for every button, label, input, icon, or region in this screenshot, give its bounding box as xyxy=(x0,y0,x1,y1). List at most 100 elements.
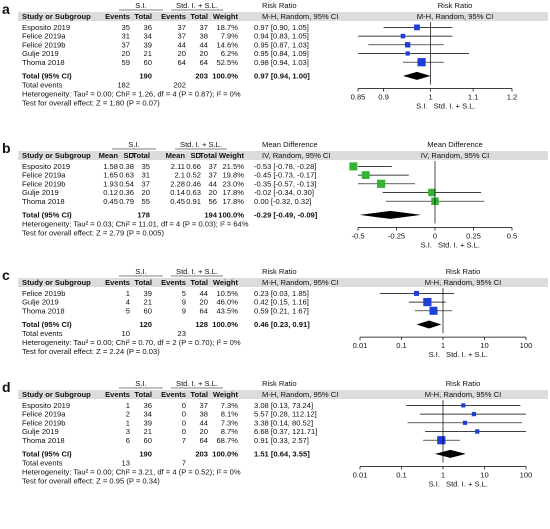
study-weight: 14.6% xyxy=(216,40,238,49)
study-cell: 64 xyxy=(200,306,208,315)
column-header: Total xyxy=(199,151,217,160)
measure-header: M-H, Random, 95% CI xyxy=(262,390,338,399)
study-cell: 9 xyxy=(182,306,186,315)
study-cell: 35 xyxy=(142,162,150,171)
study-cell: 0.63 xyxy=(119,171,134,180)
point-estimate-marker xyxy=(461,403,466,408)
column-header: Study or Subgroup xyxy=(22,151,91,160)
point-estimate-marker xyxy=(437,436,446,445)
study-weight: 46.0% xyxy=(216,298,238,307)
study-cell: 64 xyxy=(178,58,186,67)
point-estimate-marker xyxy=(414,24,420,31)
study-cell: 20 xyxy=(200,298,208,307)
study-cell: 37 xyxy=(178,32,186,41)
study-cell: 44 xyxy=(200,40,208,49)
group-header: Std. I. + S.L. xyxy=(176,267,218,276)
column-header: Weight xyxy=(213,390,239,399)
study-cell: 31 xyxy=(142,171,150,180)
study-name: Thoma 2018 xyxy=(22,436,65,445)
overall-effect-text: Test for overall effect: Z = 0.95 (P = 0… xyxy=(22,477,160,486)
study-name: Esposito 2019 xyxy=(22,23,70,32)
panel-letter-b: b xyxy=(2,140,11,156)
study-cell: 37 xyxy=(142,179,150,188)
study-ci: 0.98 [0.94, 1.03] xyxy=(254,58,309,67)
study-cell: 20 xyxy=(200,49,208,58)
favours-left-label: S.I. xyxy=(429,350,440,359)
study-ci: 0.00 [-0.32, 0.32] xyxy=(254,197,311,206)
study-ci: -0.53 [-0.78, -0.28] xyxy=(254,162,316,171)
study-cell: 44 xyxy=(209,179,217,188)
study-weight: 8.7% xyxy=(221,427,239,436)
column-header: Events xyxy=(105,12,130,21)
study-cell: 1 xyxy=(126,418,130,427)
favours-left-label: S.I. xyxy=(421,241,432,250)
study-cell: 1.65 xyxy=(103,171,118,180)
study-cell: 21 xyxy=(144,427,152,436)
study-weight: 68.7% xyxy=(216,436,238,445)
overall-effect-text: Test for overall effect: Z = 2.24 (P = 0… xyxy=(22,347,160,356)
study-cell: 44 xyxy=(200,418,208,427)
x-tick-label: 0.01 xyxy=(353,341,368,350)
column-header: Study or Subgroup xyxy=(22,390,91,399)
x-tick-label: 0.85 xyxy=(351,93,366,102)
column-header: Study or Subgroup xyxy=(22,12,91,21)
study-cell: 44 xyxy=(178,40,186,49)
column-header: Weight xyxy=(219,151,245,160)
study-cell: 64 xyxy=(200,436,208,445)
study-cell: 60 xyxy=(144,306,152,315)
measure-header: M-H, Random, 95% CI xyxy=(262,12,338,21)
total-label: Total (95% CI) xyxy=(22,72,72,81)
group-header: S.I. xyxy=(128,140,139,149)
point-estimate-marker xyxy=(413,290,420,296)
column-header: Events xyxy=(161,390,186,399)
study-cell: 60 xyxy=(144,58,152,67)
total-ci: 0.46 [0.23, 0.91] xyxy=(254,320,310,329)
measure-header-plot: IV, Random, 95% CI xyxy=(421,151,490,160)
measure-header-plot: M-H, Random, 95% CI xyxy=(417,12,493,21)
summary-diamond xyxy=(416,320,442,329)
study-cell: 0.52 xyxy=(186,171,201,180)
study-ci: 5.57 [0.28, 112.12] xyxy=(254,410,317,419)
favours-right-label: Std. I. + S.L. xyxy=(446,350,488,359)
total-ci: 0.97 [0.94, 1.00] xyxy=(254,72,310,81)
x-tick-label: 0.1 xyxy=(396,341,407,350)
point-estimate-marker xyxy=(428,188,436,197)
point-estimate-marker xyxy=(361,171,370,179)
study-cell: 20 xyxy=(209,188,217,197)
study-cell: 7 xyxy=(182,436,186,445)
header-band xyxy=(18,390,548,399)
column-header: Total xyxy=(190,278,208,287)
point-estimate-marker xyxy=(400,33,406,39)
study-cell: 0.46 xyxy=(186,179,201,188)
study-cell: 37 xyxy=(200,401,208,410)
x-tick-label: 1 xyxy=(428,93,432,102)
measure-header: M-H, Random, 95% CI xyxy=(262,278,338,287)
study-name: Felice 2019b xyxy=(22,179,65,188)
total-events-cell: 13 xyxy=(122,459,130,468)
study-cell: 37 xyxy=(209,171,217,180)
group-header: Std. I. + S.L. xyxy=(180,140,222,149)
measure-header-plot: Risk Ratio xyxy=(438,1,473,10)
study-cell: 44 xyxy=(200,289,208,298)
header-band xyxy=(18,12,548,21)
study-ci: 0.59 [0.21, 1.67] xyxy=(254,306,309,315)
study-weight: 23.0% xyxy=(222,179,244,188)
study-cell: 9 xyxy=(182,298,186,307)
study-name: Esposito 2019 xyxy=(22,162,70,171)
total-events-cell: 23 xyxy=(178,329,186,338)
study-ci: -0.45 [-0.73, -0.17] xyxy=(254,171,316,180)
total-events-label: Total events xyxy=(22,329,63,338)
column-header: Mean xyxy=(99,151,119,160)
total-cell: 203 xyxy=(195,72,208,81)
measure-header: IV, Random, 95% CI xyxy=(262,151,331,160)
point-estimate-marker xyxy=(377,179,386,188)
total-cell: 120 xyxy=(139,320,152,329)
x-tick-label: 1 xyxy=(441,341,445,350)
column-header: Events xyxy=(161,278,186,287)
x-tick-label: 0.01 xyxy=(353,471,368,480)
group-header: S.I. xyxy=(135,267,146,276)
study-cell: 0.63 xyxy=(186,188,201,197)
point-estimate-marker xyxy=(471,411,477,417)
overall-effect-text: Test for overall effect: Z = 1.80 (P = 0… xyxy=(22,99,160,108)
study-name: Gulje 2019 xyxy=(22,298,59,307)
